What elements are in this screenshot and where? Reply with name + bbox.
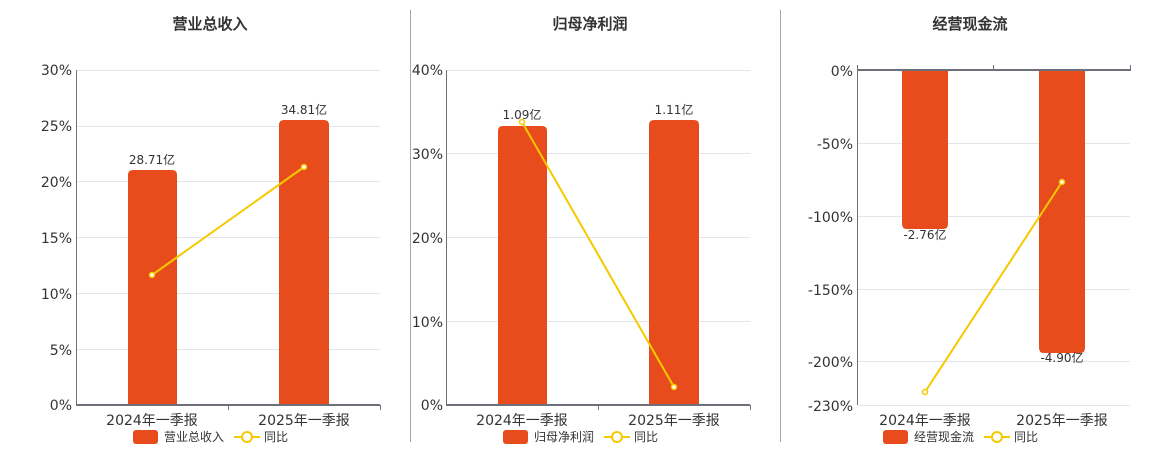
svg-text:15%: 15% [41,231,72,247]
legend-bar-label[interactable]: 归母净利润 [534,430,595,444]
chart-legend: 经营现金流 同比 [883,428,1038,445]
svg-text:30%: 30% [41,63,72,79]
legend-bar-swatch[interactable] [883,429,908,444]
bar-2024 [498,126,547,405]
svg-text:-50%: -50% [817,137,853,153]
svg-text:20%: 20% [41,175,72,191]
bar-value-label: -2.76亿 [903,227,946,242]
legend-line-label[interactable]: 同比 [634,430,659,444]
legend-bar-swatch[interactable] [503,429,528,444]
bar-value-label: 28.71亿 [129,152,175,167]
panel-divider [780,10,781,442]
svg-text:5%: 5% [50,343,72,359]
chart-plot: 40% 30% 20% 10% 0% 2024年一季报 2025年一季报 1.0… [412,63,751,429]
chart-panel-net-profit: 归母净利润 40% 30% 20% 10% 0% 2024年一季报 2025年一… [400,0,780,450]
panel-divider [410,10,411,442]
legend-bar-swatch[interactable] [133,429,158,444]
svg-text:0%: 0% [831,64,853,80]
svg-text:10%: 10% [412,315,443,331]
legend-line-label[interactable]: 同比 [1014,430,1039,444]
bar-value-label: -4.90亿 [1040,350,1083,365]
yoy-line [924,181,1063,393]
svg-text:0%: 0% [50,398,72,414]
bar-2025 [1039,70,1085,353]
chart-plot: 30% 25% 20% 15% 10% 5% 0% 2024年一季报 2025年… [41,63,381,429]
x-label: 2025年一季报 [628,413,720,429]
svg-text:40%: 40% [412,63,443,79]
bar-value-label: 34.81亿 [281,102,327,117]
grid-lines [858,143,1130,406]
svg-text:30%: 30% [412,147,443,163]
chart-panel-operating-cashflow: 经营现金流 0% -50% -100% -150% -200% -230% 20… [780,0,1160,450]
chart-plot: 0% -50% -100% -150% -200% -230% 2024年一季报… [808,64,1131,429]
chart-title: 经营现金流 [932,15,1008,33]
legend-bar-label[interactable]: 营业总收入 [164,430,225,444]
svg-text:25%: 25% [41,119,72,135]
grid-lines [77,70,380,350]
bar-2024 [128,170,177,405]
svg-text:0%: 0% [421,398,443,414]
svg-text:-150%: -150% [808,283,853,299]
bar-value-label: 1.11亿 [655,102,694,117]
x-label: 2024年一季报 [476,413,568,429]
x-label: 2025年一季报 [1016,413,1108,429]
legend-line-icon[interactable] [234,430,261,444]
chart-title: 营业总收入 [172,15,248,33]
bar-2025 [279,120,329,405]
x-label: 2024年一季报 [106,413,198,429]
legend-bar-label[interactable]: 经营现金流 [914,430,975,444]
svg-text:-230%: -230% [808,399,853,415]
chart-legend: 营业总收入 同比 [133,428,288,445]
svg-text:20%: 20% [412,231,443,247]
chart-legend: 归母净利润 同比 [503,428,658,445]
legend-line-label[interactable]: 同比 [264,430,289,444]
yoy-line [521,121,675,388]
grid-lines [447,70,750,322]
legend-line-icon[interactable] [604,430,631,444]
bar-2025 [649,120,699,405]
yoy-line [151,166,305,276]
svg-text:-100%: -100% [808,210,853,226]
chart-panel-revenue: 营业总收入 30% 25% 20% 15% 10% 5% 0% 20 [0,0,400,450]
x-label: 2024年一季报 [879,413,971,429]
svg-text:10%: 10% [41,287,72,303]
legend-line-icon[interactable] [984,430,1011,444]
svg-text:-200%: -200% [808,355,853,371]
x-label: 2025年一季报 [258,413,350,429]
bar-value-label: 1.09亿 [503,107,542,122]
bar-2024 [902,70,948,229]
chart-title: 归母净利润 [552,15,628,33]
